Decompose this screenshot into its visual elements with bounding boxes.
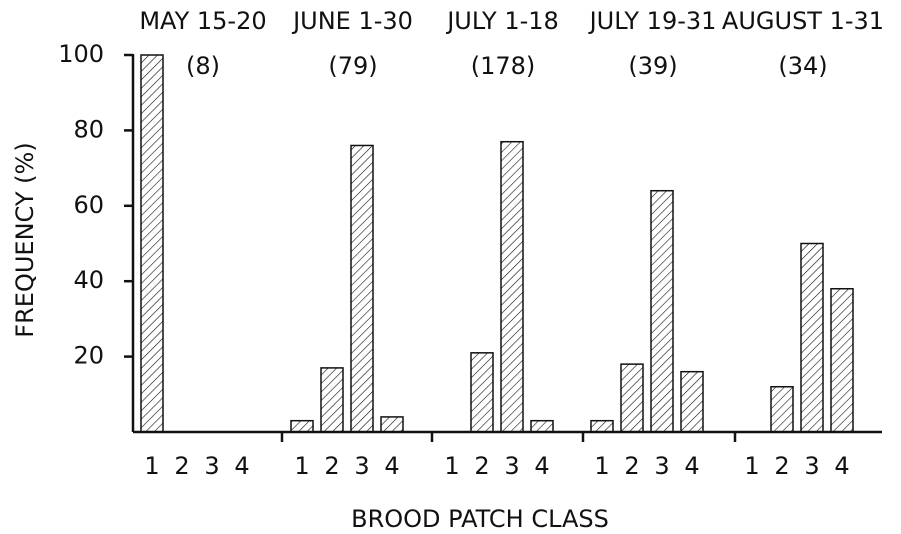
bar: [140, 54, 164, 433]
bar: [500, 140, 524, 433]
x-tick-label: 2: [174, 452, 189, 480]
y-axis-label: FREQUENCY (%): [11, 142, 39, 337]
x-tick-label: 2: [474, 452, 489, 480]
x-tick-label: 2: [774, 452, 789, 480]
group-title: JULY 19-31: [588, 7, 717, 35]
bar: [290, 419, 314, 433]
x-tick-label: 1: [444, 452, 459, 480]
bar: [470, 352, 494, 433]
x-tick-label: 2: [324, 452, 339, 480]
bar: [770, 386, 794, 433]
group-count: (178): [471, 52, 536, 80]
y-tick-label: 100: [58, 40, 104, 68]
y-tick-label: 40: [73, 266, 104, 294]
bar: [680, 370, 704, 433]
x-tick-label: 4: [684, 452, 699, 480]
bar: [530, 419, 554, 433]
bar: [830, 287, 854, 433]
x-tick-label: 3: [804, 452, 819, 480]
group-title: MAY 15-20: [139, 7, 266, 35]
x-tick-label: 4: [384, 452, 399, 480]
x-tick-label: 4: [534, 452, 549, 480]
x-tick-label: 2: [624, 452, 639, 480]
x-tick-label: 3: [654, 452, 669, 480]
x-tick-label: 1: [144, 452, 159, 480]
x-axis-label: BROOD PATCH CLASS: [351, 505, 609, 533]
group-count: (34): [778, 52, 827, 80]
group-title: JUNE 1-30: [291, 7, 413, 35]
bar: [590, 419, 614, 433]
x-tick-label: 4: [834, 452, 849, 480]
y-tick-label: 60: [73, 191, 104, 219]
bar: [620, 363, 644, 433]
x-tick-label: 3: [204, 452, 219, 480]
bar: [380, 416, 404, 433]
bar: [800, 242, 824, 433]
x-tick-label: 1: [744, 452, 759, 480]
y-tick-label: 20: [73, 342, 104, 370]
bar: [650, 189, 674, 433]
y-tick-label: 80: [73, 115, 104, 143]
x-tick-label: 1: [294, 452, 309, 480]
bar: [320, 367, 344, 433]
group-count: (79): [328, 52, 377, 80]
group-title: JULY 1-18: [445, 7, 559, 35]
x-tick-label: 1: [594, 452, 609, 480]
x-tick-label: 4: [234, 452, 249, 480]
group-count: (8): [186, 52, 220, 80]
group-title: AUGUST 1-31: [722, 7, 884, 35]
x-tick-label: 3: [504, 452, 519, 480]
x-tick-label: 3: [354, 452, 369, 480]
bar: [350, 144, 374, 433]
group-count: (39): [628, 52, 677, 80]
